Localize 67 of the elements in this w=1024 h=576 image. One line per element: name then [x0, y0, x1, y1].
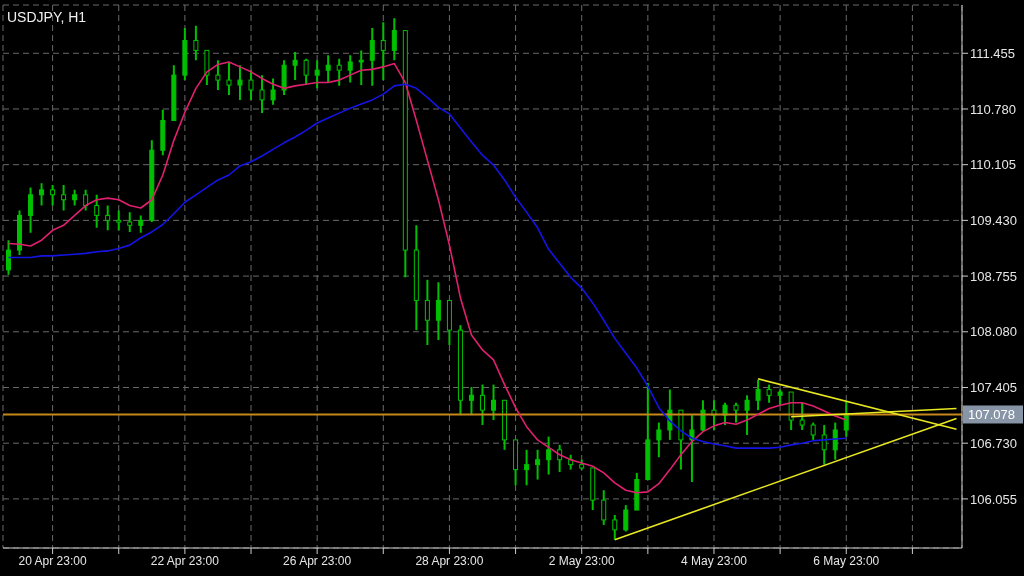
y-tick-label: 110.105 [970, 157, 1017, 173]
candlestick [105, 204, 111, 232]
candlestick [292, 51, 298, 82]
candlestick [689, 414, 695, 483]
candlestick [612, 513, 618, 541]
ref-line-label: 107.078 [968, 407, 1015, 423]
y-tick-label: 108.080 [970, 324, 1017, 340]
candlestick [39, 182, 45, 207]
candlestick [116, 209, 122, 232]
candlestick [623, 504, 629, 533]
y-tick-label: 111.455 [970, 45, 1016, 61]
candlestick [127, 211, 133, 233]
candlestick [6, 239, 11, 276]
candlestick [347, 54, 353, 84]
candlestick [259, 74, 265, 115]
chart-title: USDJPY, H1 [7, 9, 87, 25]
candlestick [755, 378, 761, 412]
candlestick [435, 281, 441, 342]
candlestick [226, 60, 232, 96]
candlestick [391, 17, 397, 62]
candlestick [358, 49, 364, 87]
candlestick [733, 401, 739, 424]
x-tick-label: 26 Apr 23:00 [283, 553, 352, 568]
candlestick [369, 27, 375, 87]
line-series [7, 83, 848, 449]
candlestick [799, 401, 805, 431]
candlestick [237, 64, 243, 101]
x-tick-label: 2 May 23:00 [548, 553, 616, 568]
y-tick-label: 106.055 [970, 491, 1017, 507]
line-series [7, 61, 848, 494]
candlestick [656, 421, 662, 459]
candlestick [546, 435, 552, 476]
y-tick-label: 106.730 [970, 435, 1017, 451]
y-tick-label: 110.780 [970, 101, 1017, 117]
candlestick [83, 188, 89, 212]
candlestick [524, 448, 530, 487]
candlestick [535, 448, 541, 481]
candlestick [380, 21, 386, 82]
x-tick-label: 4 May 23:00 [680, 553, 748, 568]
candlestick [424, 278, 430, 346]
x-tick-label: 6 May 23:00 [813, 553, 880, 568]
candlestick [325, 54, 331, 84]
candlestick [843, 400, 849, 438]
y-tick-label: 108.755 [970, 268, 1017, 284]
candlestick [28, 186, 34, 234]
y-tick-label: 107.405 [970, 380, 1017, 396]
x-tick-label: 28 Apr 23:00 [415, 553, 484, 568]
candlestick [479, 383, 485, 427]
candlestick [270, 77, 276, 106]
candlestick [50, 183, 56, 207]
x-tick-label: 22 Apr 23:00 [150, 553, 220, 568]
candlestick [766, 383, 772, 404]
candlestick [722, 401, 728, 427]
candlestick [94, 193, 100, 229]
y-tick-label: 109.430 [970, 213, 1017, 228]
candlestick [193, 24, 199, 62]
candlestick [248, 69, 254, 101]
candlestick [314, 59, 320, 90]
candlestick [832, 421, 838, 461]
x-tick-label: 20 Apr 23:00 [18, 553, 87, 568]
candlestick [601, 489, 607, 526]
candlestick [491, 383, 497, 422]
candlestick [215, 59, 221, 91]
candlestick [336, 57, 342, 87]
candlestick [61, 183, 67, 212]
candlestick [821, 424, 827, 466]
candlestick [744, 394, 750, 436]
